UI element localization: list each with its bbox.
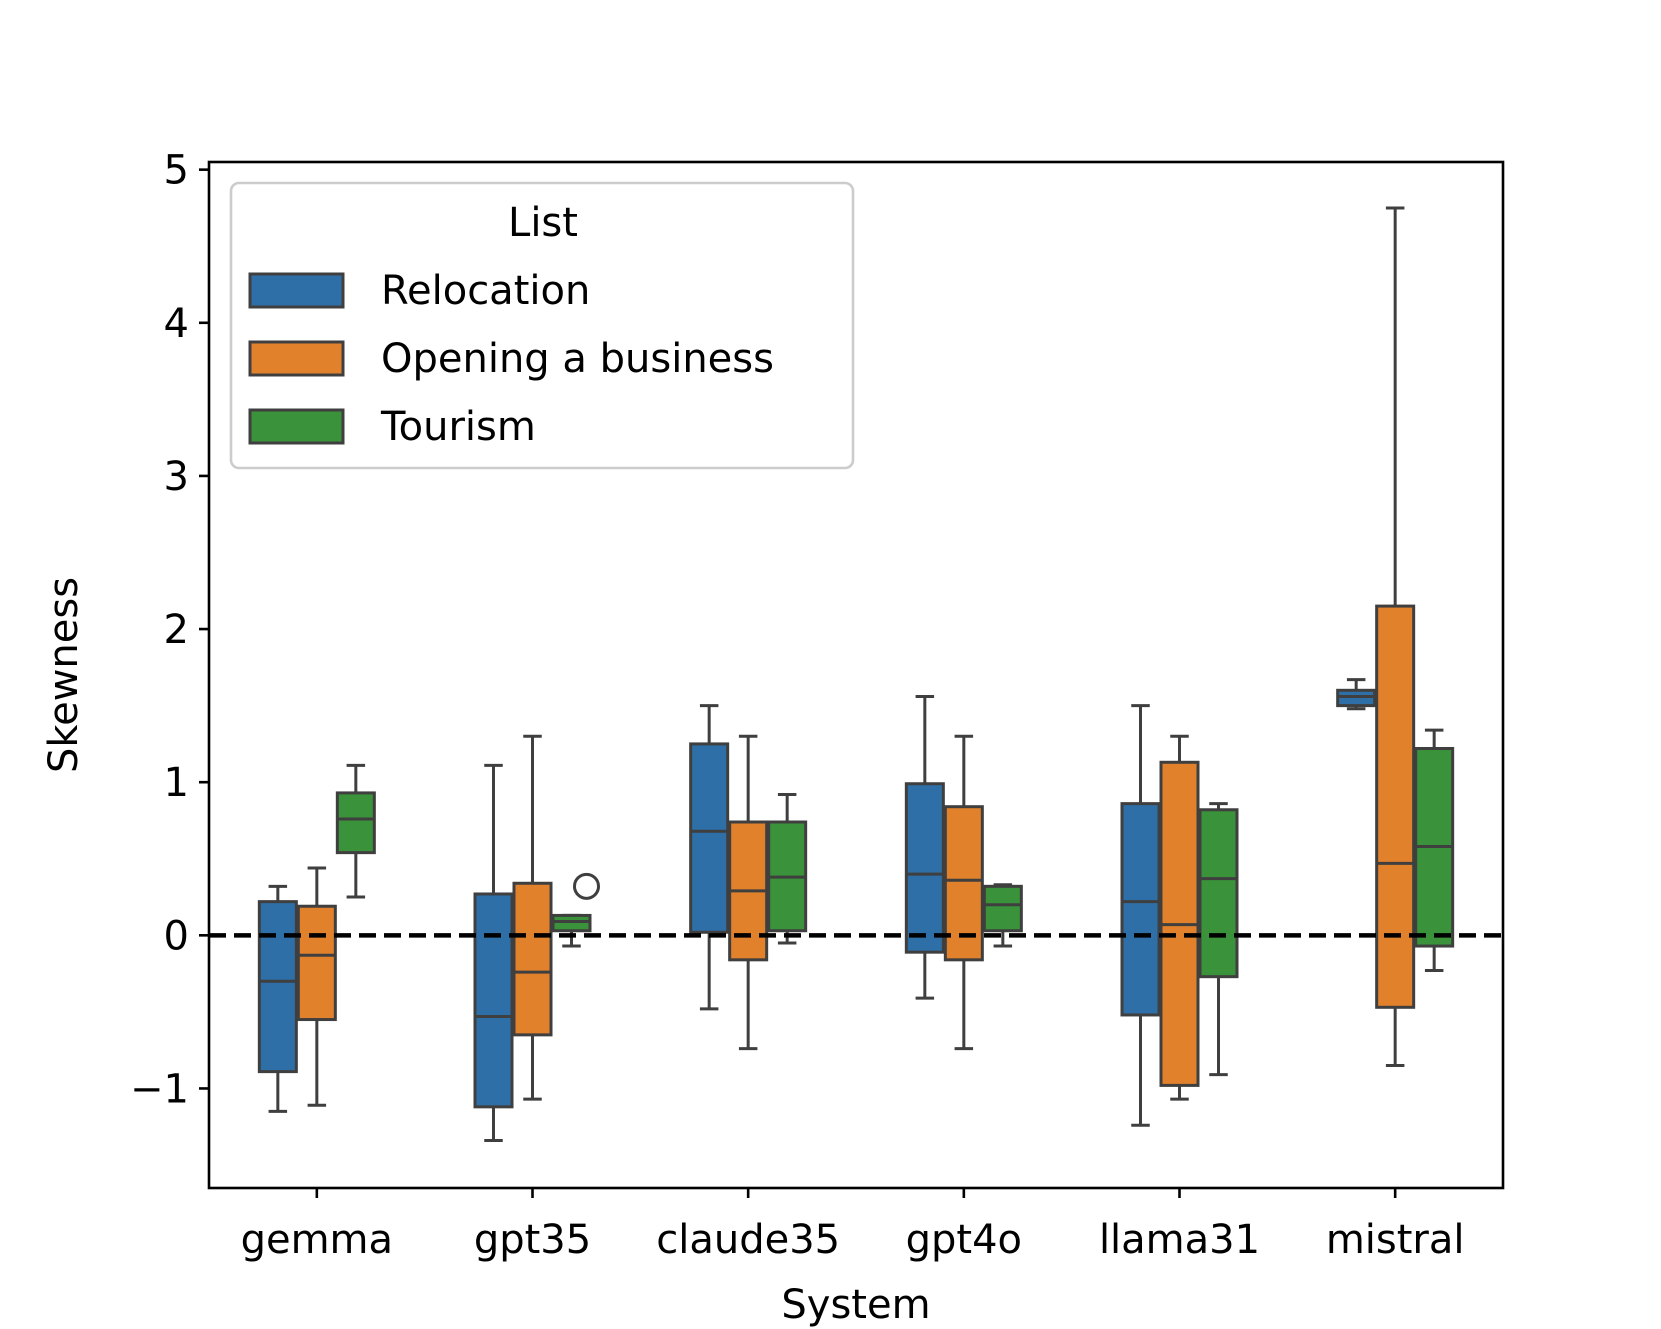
y-tick-label: 0 — [164, 913, 189, 959]
box-body — [257, 900, 298, 1074]
y-tick-label: 4 — [164, 301, 189, 347]
box-body — [335, 791, 376, 855]
x-axis-label: System — [781, 1282, 930, 1328]
box-body — [982, 884, 1023, 933]
box-gpt4o — [904, 694, 945, 1000]
y-tick-label: 3 — [164, 454, 189, 500]
legend-title: List — [508, 200, 578, 246]
box-llama31 — [1159, 734, 1200, 1101]
box-claude35 — [767, 792, 808, 945]
legend-item-opening-a-business: Opening a business — [248, 336, 774, 382]
box-body — [1198, 808, 1239, 979]
box-gemma — [296, 866, 337, 1107]
x-tick-label: gpt35 — [474, 1217, 591, 1263]
box-mistral — [1375, 206, 1416, 1067]
x-tick-label: gemma — [241, 1217, 393, 1263]
y-tick-label: 1 — [164, 760, 189, 806]
x-tick-label: claude35 — [656, 1217, 840, 1263]
legend-item-relocation: Relocation — [248, 268, 590, 314]
legend: List Relocation Opening a business Tourism — [229, 181, 855, 470]
legend-label: Relocation — [381, 268, 590, 314]
box-body — [551, 913, 592, 933]
plot-area — [209, 206, 1503, 1143]
x-tick-label: mistral — [1326, 1217, 1465, 1263]
box-gpt35 — [473, 763, 514, 1143]
box-gpt4o — [943, 734, 984, 1051]
y-tick-label: −1 — [130, 1066, 189, 1112]
box-mistral — [1414, 728, 1455, 973]
axes-frame — [207, 160, 1505, 1190]
x-tick-label: gpt4o — [906, 1217, 1022, 1263]
legend-swatch — [248, 272, 345, 309]
box-body — [1336, 688, 1377, 708]
box-body — [904, 782, 945, 954]
box-gemma — [335, 763, 376, 899]
series-opening-a-business — [296, 206, 1416, 1107]
legend-swatch — [248, 408, 345, 445]
legend-item-tourism: Tourism — [248, 404, 536, 450]
legend-label: Opening a business — [381, 336, 774, 382]
box-body — [1375, 604, 1416, 1009]
legend-swatch — [248, 340, 345, 377]
box-body — [296, 904, 337, 1022]
box-gemma — [257, 884, 298, 1113]
box-llama31 — [1198, 802, 1239, 1077]
box-body — [1120, 802, 1161, 1017]
box-llama31 — [1120, 704, 1161, 1127]
box-body — [512, 881, 553, 1037]
box-body — [689, 742, 730, 934]
y-tick-label: 2 — [164, 607, 189, 653]
legend-frame — [229, 181, 855, 470]
box-claude35 — [689, 704, 730, 1011]
legend-entries: Relocation Opening a business Tourism — [248, 268, 774, 450]
legend-label: Tourism — [380, 404, 536, 450]
x-tick-label: llama31 — [1099, 1217, 1260, 1263]
box-body — [473, 892, 514, 1109]
y-axis-label: Skewness — [41, 577, 87, 773]
box-gpt4o — [982, 883, 1023, 948]
box-mistral — [1336, 678, 1377, 711]
y-tick-label: 5 — [164, 148, 189, 194]
series-relocation — [257, 678, 1377, 1143]
y-axis: −1 0 1 2 3 4 5 — [130, 148, 209, 1112]
box-gpt35 — [512, 734, 553, 1101]
outlier-point — [573, 872, 600, 900]
x-axis: gemma gpt35 claude35 gpt4o llama31 mistral — [241, 1188, 1465, 1263]
